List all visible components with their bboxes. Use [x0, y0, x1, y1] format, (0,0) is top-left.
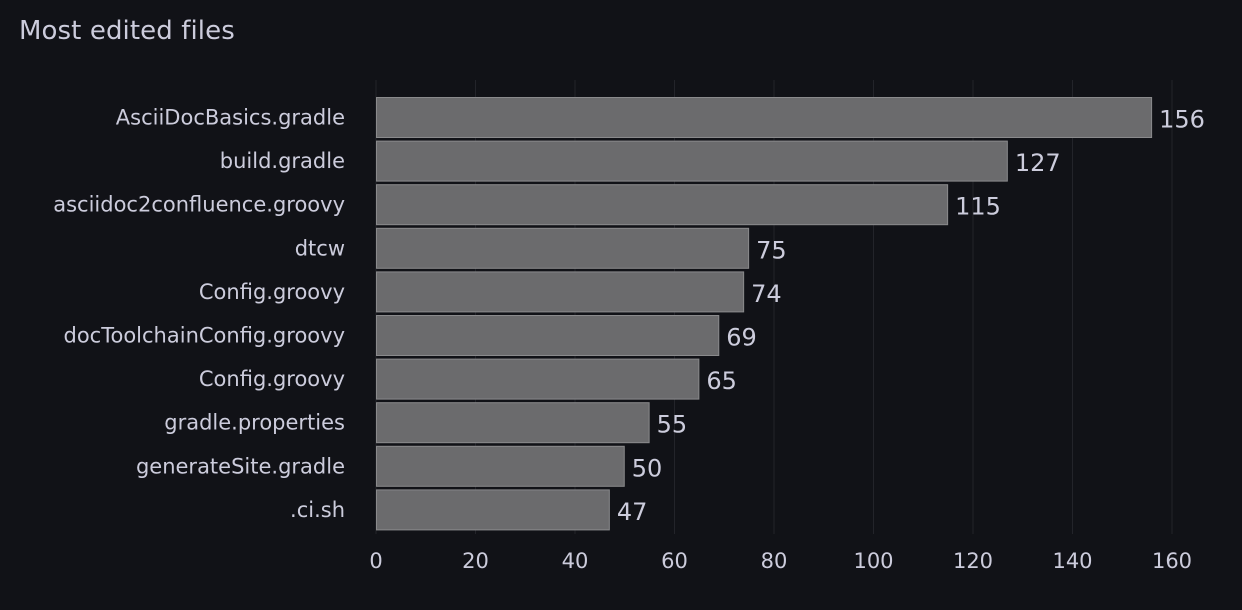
category-label: docToolchainConfig.groovy: [64, 324, 346, 348]
bar[interactable]: [376, 315, 720, 356]
value-labels: 156 127 115 75 74 69 65 55 50 47: [617, 106, 1205, 526]
x-tick-label: 0: [369, 549, 382, 573]
bar[interactable]: [376, 358, 700, 400]
value-label: 127: [1015, 149, 1061, 177]
category-label: .ci.sh: [290, 498, 345, 522]
x-tick-label: 80: [761, 549, 788, 573]
x-axis-ticks: 0 20 40 60 80 100 120 140 160: [369, 549, 1192, 573]
bar[interactable]: [376, 227, 750, 269]
category-label: generateSite.gradle: [136, 454, 345, 478]
category-label: build.gradle: [220, 149, 345, 173]
bar[interactable]: [376, 271, 745, 313]
value-label: 55: [657, 411, 688, 439]
panel-title: Most edited files: [19, 16, 235, 46]
value-label: 75: [756, 236, 787, 264]
bar[interactable]: [376, 489, 610, 531]
x-tick-label: 40: [562, 549, 589, 573]
bars: [376, 97, 1153, 531]
value-label: 69: [726, 324, 757, 352]
value-label: 156: [1159, 106, 1205, 134]
category-label: gradle.properties: [164, 411, 345, 435]
x-tick-label: 140: [1052, 549, 1092, 573]
bar[interactable]: [376, 445, 625, 487]
x-tick-label: 60: [661, 549, 688, 573]
category-label: Config.groovy: [199, 280, 345, 304]
category-label: asciidoc2confluence.groovy: [53, 193, 345, 217]
category-label: Config.groovy: [199, 367, 345, 391]
value-label: 50: [632, 454, 663, 482]
bar[interactable]: [376, 184, 949, 226]
x-tick-label: 100: [853, 549, 893, 573]
x-tick-label: 120: [953, 549, 993, 573]
category-label: dtcw: [295, 236, 345, 260]
category-labels: AsciiDocBasics.gradle build.gradle asciido…: [53, 106, 345, 522]
bar[interactable]: [376, 97, 1153, 138]
x-tick-label: 20: [462, 549, 489, 573]
value-label: 65: [706, 367, 737, 395]
bar[interactable]: [376, 402, 650, 444]
value-label: 115: [955, 193, 1001, 221]
bar[interactable]: [376, 140, 1008, 182]
value-label: 47: [617, 498, 648, 526]
value-label: 74: [751, 280, 782, 308]
x-tick-label: 160: [1152, 549, 1192, 573]
category-label: AsciiDocBasics.gradle: [116, 106, 345, 130]
